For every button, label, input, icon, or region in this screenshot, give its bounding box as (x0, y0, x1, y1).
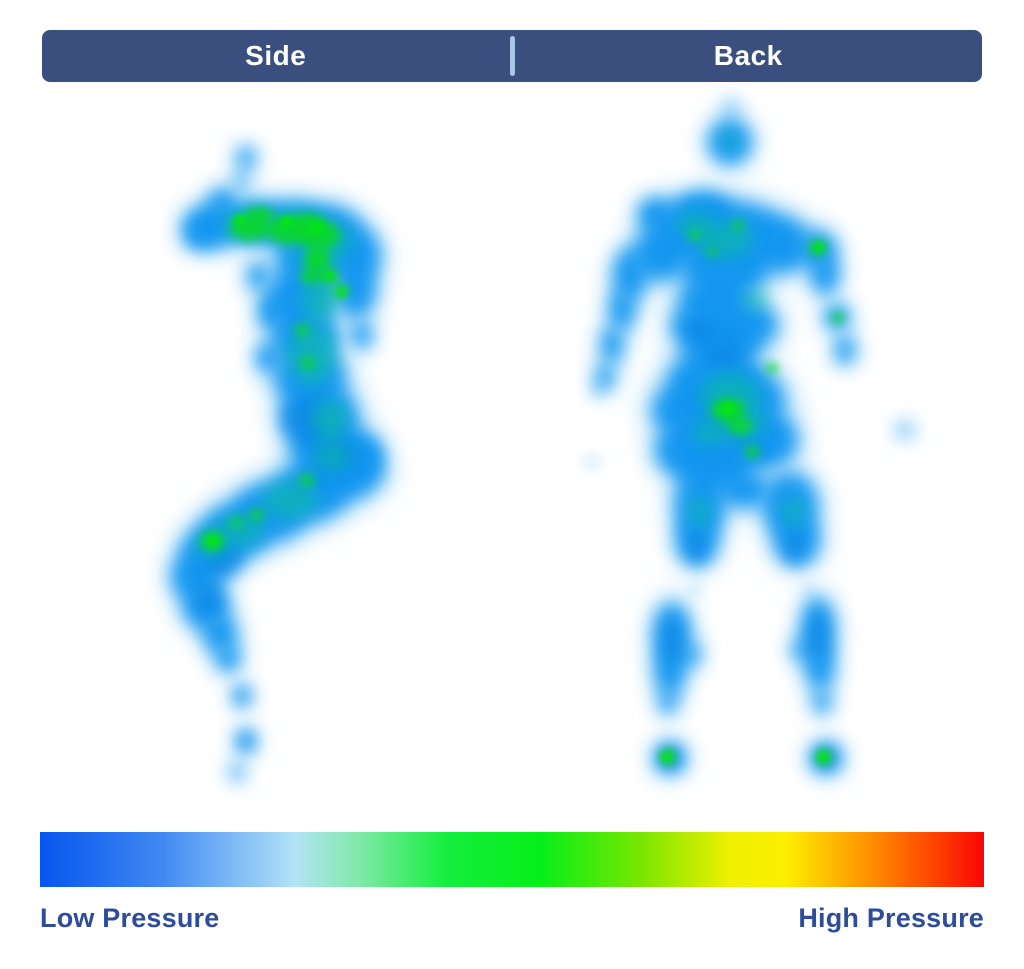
pressure-scale-labels: Low Pressure High Pressure (40, 903, 984, 934)
tab-side[interactable]: Side (245, 40, 307, 71)
tab-back[interactable]: Back (713, 40, 783, 71)
pressure-scale-gradient (40, 832, 984, 887)
view-toggle-bar: Side Back (42, 30, 982, 82)
tab-divider (509, 36, 515, 76)
high-pressure-label: High Pressure (798, 903, 984, 933)
low-pressure-label: Low Pressure (40, 903, 220, 933)
